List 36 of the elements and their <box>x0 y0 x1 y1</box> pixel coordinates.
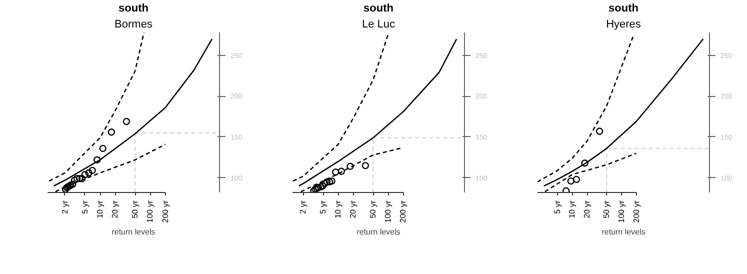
x-tick-label: 100 yr <box>384 200 393 223</box>
x-tick-label: 10 yr <box>334 200 343 218</box>
chart-title: south <box>364 2 394 14</box>
point <box>567 177 575 185</box>
x-tick-label: 10 yr <box>96 200 104 218</box>
point <box>326 178 334 186</box>
x-tick-label: 20 yr <box>110 200 120 218</box>
x-tick-label: 50 yr <box>602 200 612 218</box>
x-axis-title: return levels <box>112 228 156 237</box>
x-tick-label: 2 yr <box>298 200 308 214</box>
chart-subtitle: Le Luc <box>362 18 396 30</box>
x-axis-title: return levels <box>356 228 400 237</box>
x-tick-label: 200 yr <box>160 200 170 223</box>
x-tick-label: 5 yr <box>80 200 90 214</box>
x-tick-label: 50 yr <box>130 200 140 218</box>
x-axis-title: return levels <box>602 228 646 237</box>
point <box>323 178 331 186</box>
x-tick-label: 20 yr <box>348 200 358 218</box>
point <box>321 180 328 188</box>
point <box>328 177 336 185</box>
chart-subtitle: Hyeres <box>606 18 642 30</box>
x-tick-label: 200 yr <box>398 200 408 223</box>
chart-title: south <box>608 2 639 14</box>
x-tick-label: 2 yr <box>60 200 70 214</box>
x-tick-label: 5 yr <box>318 200 328 214</box>
x-tick-label: 5 yr <box>552 200 562 214</box>
x-tick-label: 200 yr <box>632 200 641 223</box>
point <box>572 176 580 184</box>
x-tick-label: 100 yr <box>146 200 155 223</box>
x-tick-label: 20 yr <box>582 200 592 218</box>
chart-title: south <box>118 2 149 14</box>
x-tick-label: 50 yr <box>368 200 378 218</box>
point <box>581 160 588 167</box>
chart-subtitle: Bormes <box>114 18 153 30</box>
x-tick-label: 100 yr <box>616 200 626 223</box>
x-tick-label: 10 yr <box>568 200 577 218</box>
